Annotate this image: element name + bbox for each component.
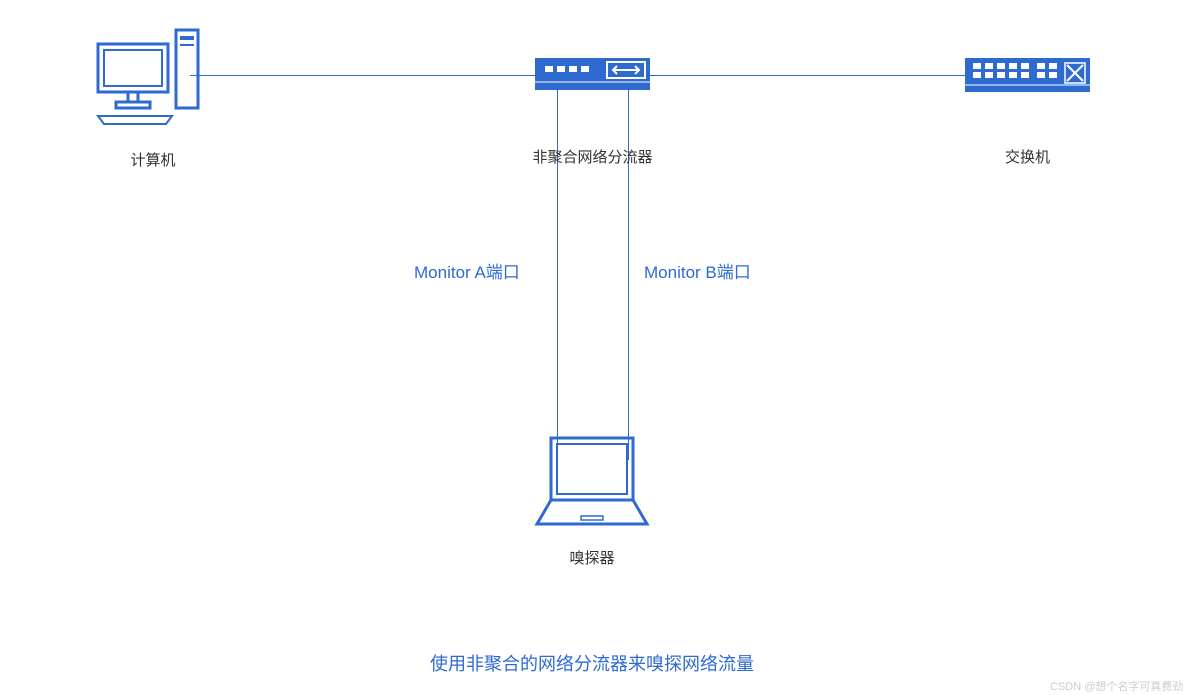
- network-tap-icon: [535, 58, 650, 90]
- watermark-text: CSDN @想个名字可真费劲: [1050, 678, 1183, 694]
- computer-icon: [98, 30, 208, 125]
- sniffer-icon: [537, 438, 647, 533]
- diagram-canvas: 计算机 非聚合网络分流器 交换机 嗅探器 Monitor A端口 Monitor…: [0, 0, 1184, 695]
- edge-label-monitor-a: Monitor A端口: [414, 258, 520, 283]
- computer-label: 计算机: [78, 149, 228, 170]
- tap-label: 非聚合网络分流器: [505, 146, 680, 167]
- switch-icon: [965, 58, 1090, 92]
- edge-tap-switch: [650, 75, 965, 76]
- diagram-title: 使用非聚合的网络分流器来嗅探网络流量: [0, 650, 1184, 676]
- edge-computer-tap: [190, 75, 535, 76]
- switch-label: 交换机: [945, 146, 1110, 167]
- edge-label-monitor-b: Monitor B端口: [644, 258, 751, 283]
- sniffer-label: 嗅探器: [517, 547, 667, 568]
